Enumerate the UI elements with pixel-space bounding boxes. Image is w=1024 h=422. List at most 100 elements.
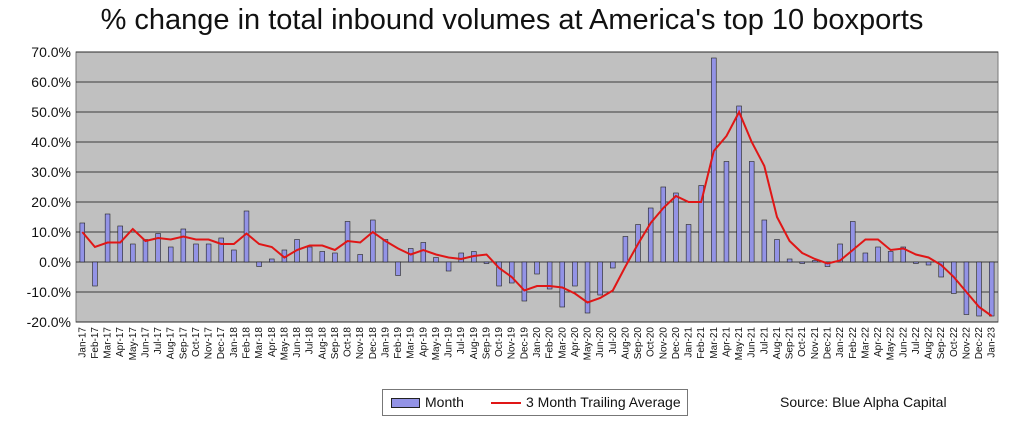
bar-month xyxy=(395,261,401,276)
bar-month xyxy=(534,261,540,275)
x-tick-label: Aug-21 xyxy=(772,327,783,360)
x-tick-label: Sep-21 xyxy=(785,327,796,360)
bar-month xyxy=(799,261,805,264)
x-tick-label: Oct-21 xyxy=(797,327,808,357)
bar-month xyxy=(117,225,123,263)
x-tick-label: Jul-20 xyxy=(608,327,619,355)
bar-month xyxy=(875,246,881,263)
x-tick-label: Jan-18 xyxy=(229,327,240,358)
plot-area xyxy=(75,51,999,323)
x-tick-label: Dec-20 xyxy=(671,327,682,360)
x-tick-label: May-19 xyxy=(431,327,442,361)
x-tick-label: Jan-20 xyxy=(532,327,543,358)
x-tick-label: Oct-19 xyxy=(494,327,505,357)
bar-month xyxy=(900,246,906,263)
bar-month xyxy=(306,246,313,263)
bar-month xyxy=(483,261,490,264)
x-tick-label: Nov-17 xyxy=(204,327,215,360)
bar-month xyxy=(572,261,578,287)
chart-title: % change in total inbound volumes at Ame… xyxy=(100,4,924,36)
x-tick-label: Dec-21 xyxy=(822,327,833,360)
x-tick-label: Feb-20 xyxy=(545,327,556,359)
x-tick-label: Oct-18 xyxy=(343,327,354,357)
bar-month xyxy=(559,261,565,308)
x-tick-label: Jul-22 xyxy=(911,327,922,355)
bar-month xyxy=(976,261,982,317)
x-tick-label: Dec-22 xyxy=(974,327,985,360)
x-tick-label: Sep-18 xyxy=(330,327,341,360)
bar-month xyxy=(685,224,692,263)
bar-month xyxy=(370,219,376,263)
y-tick-label: 30.0% xyxy=(31,164,71,180)
x-tick-label: Apr-22 xyxy=(873,327,884,357)
bar-month xyxy=(774,239,780,263)
x-tick-label: Jul-18 xyxy=(305,327,316,355)
x-tick-label: Jan-23 xyxy=(987,327,998,358)
legend-average-swatch xyxy=(491,402,521,404)
bar-month xyxy=(597,261,603,296)
bar-month xyxy=(256,261,262,267)
source-note: Source: Blue Alpha Capital xyxy=(780,394,947,410)
x-axis-tick-labels: Jan-17 Feb-17 Mar-17 Apr-17 May-17 Jun-17 Jul-… xyxy=(77,327,997,361)
bar-month xyxy=(496,261,502,287)
legend-average-label: 3 Month Trailing Average xyxy=(526,394,681,410)
y-tick-label: 10.0% xyxy=(31,224,71,240)
trailing-average-line xyxy=(81,109,993,317)
x-tick-label: Sep-19 xyxy=(481,327,492,360)
bar-month xyxy=(647,207,654,263)
bar-month xyxy=(862,252,869,263)
x-tick-label: Apr-18 xyxy=(267,327,278,357)
x-tick-label: Jul-17 xyxy=(153,327,164,355)
legend: Month 3 Month Trailing Average xyxy=(382,389,688,416)
x-tick-label: Jun-18 xyxy=(292,327,303,358)
bar-month xyxy=(673,192,679,263)
bar-month xyxy=(420,242,427,263)
bar-month xyxy=(723,161,730,263)
x-tick-label: Feb-21 xyxy=(696,327,707,359)
bar-month xyxy=(938,261,944,278)
bar-month xyxy=(357,254,363,263)
legend-month-label: Month xyxy=(425,394,464,410)
bar-month xyxy=(155,233,161,263)
bar-month xyxy=(786,258,793,263)
x-tick-label: Jun-17 xyxy=(140,327,151,358)
x-tick-label: Jun-19 xyxy=(444,327,455,358)
x-tick-label: Nov-21 xyxy=(810,327,821,360)
x-tick-label: Apr-21 xyxy=(721,327,732,357)
bar-month xyxy=(168,246,174,263)
x-tick-label: Jul-19 xyxy=(456,327,467,355)
bar-month xyxy=(142,239,149,263)
x-tick-label: Jun-21 xyxy=(747,327,758,358)
bar-month xyxy=(521,261,528,302)
x-tick-label: Feb-22 xyxy=(848,327,859,359)
x-tick-label: Mar-20 xyxy=(557,327,568,359)
bar-month xyxy=(269,258,275,263)
bar-month xyxy=(963,261,970,315)
bar-month xyxy=(761,219,768,263)
bar-month xyxy=(382,239,389,263)
x-tick-label: Mar-22 xyxy=(860,327,871,359)
x-tick-label: Sep-22 xyxy=(936,327,947,360)
bar-month xyxy=(193,243,199,263)
y-tick-label: 20.0% xyxy=(31,194,71,210)
bar-month xyxy=(79,222,86,263)
y-tick-label: 60.0% xyxy=(31,74,71,90)
x-tick-label: Jan-19 xyxy=(380,327,391,358)
bar-month xyxy=(92,261,98,287)
x-tick-label: Aug-22 xyxy=(924,327,935,360)
bar-month xyxy=(546,261,553,290)
x-tick-label: Aug-18 xyxy=(317,327,328,360)
bar-month xyxy=(584,261,591,314)
x-tick-label: May-21 xyxy=(734,327,745,361)
bar-month xyxy=(445,261,452,272)
x-tick-label: May-22 xyxy=(886,327,897,361)
x-tick-label: May-20 xyxy=(583,327,594,361)
x-tick-label: Nov-18 xyxy=(355,327,366,360)
bar-month xyxy=(925,261,932,266)
x-tick-label: Apr-20 xyxy=(570,327,581,357)
bar-month xyxy=(736,105,742,263)
y-tick-label: 0.0% xyxy=(39,254,71,270)
bar-month xyxy=(698,185,704,263)
bar-month xyxy=(319,251,325,263)
y-axis-tick-labels: -20.0% -10.0% 0.0% 10.0% 20.0% 30.0% 40.0% 50.0… xyxy=(27,44,71,330)
